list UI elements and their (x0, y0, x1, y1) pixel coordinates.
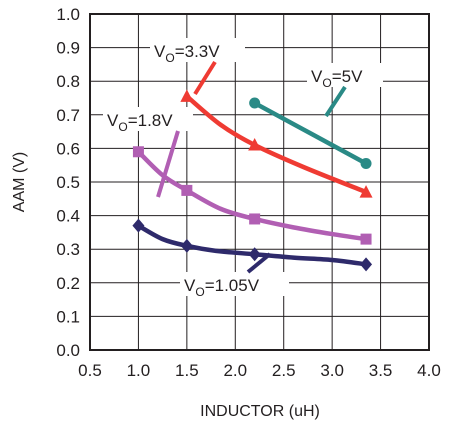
series-group (249, 97, 372, 170)
annotation-leader-line (156, 130, 180, 198)
series-annotation: VO=5V (307, 63, 383, 118)
y-tick-label: 0.3 (56, 240, 80, 259)
annotation-leader-line (246, 252, 272, 274)
diamond-marker (360, 257, 373, 272)
annotation-label: VO=3.3V (154, 42, 220, 65)
diamond-marker (180, 238, 193, 253)
y-tick-label: 0.5 (56, 173, 80, 192)
x-tick-label: 4.0 (417, 361, 441, 380)
y-tick-label: 0.2 (56, 274, 80, 293)
annotation-label: VO=1.05V (184, 276, 260, 299)
y-tick-label: 0.7 (56, 106, 80, 125)
diamond-marker (248, 247, 261, 262)
annotation-background (103, 107, 193, 131)
series-annotations: VO=1.05V VO=1.8V VO=3.3V VO=5V (103, 38, 383, 299)
y-tick-label: 0.1 (56, 307, 80, 326)
triangle-marker (248, 138, 262, 151)
series-annotation: VO=1.05V (180, 252, 289, 299)
square-marker (132, 146, 144, 158)
x-tick-label: 0.5 (78, 361, 102, 380)
y-axis-title: AAM (V) (11, 152, 28, 212)
series-annotation: VO=1.8V (103, 107, 193, 198)
circle-marker (360, 158, 372, 170)
square-marker (360, 233, 372, 245)
square-marker (249, 213, 261, 225)
series-line (252, 100, 369, 166)
x-tick-label: 2.5 (272, 361, 296, 380)
x-tick-label: 1.5 (175, 361, 199, 380)
triangle-marker (359, 185, 373, 198)
y-tick-label: 0.9 (56, 39, 80, 58)
triangle-marker (180, 89, 194, 102)
circle-marker (249, 97, 261, 109)
annotation-leader-line (324, 85, 347, 118)
annotation-leader-line (193, 60, 217, 96)
series-line (184, 94, 369, 195)
y-tick-label: 0.6 (56, 139, 80, 158)
x-tick-label: 3.5 (369, 361, 393, 380)
y-tick-label: 0.4 (56, 207, 80, 226)
y-tick-label: 0.8 (56, 72, 80, 91)
annotation-background (150, 38, 245, 62)
x-axis-title: INDUCTOR (uH) (200, 403, 320, 420)
y-tick-label: 0.0 (56, 341, 80, 360)
square-marker (181, 184, 193, 196)
y-tick-label: 1.0 (56, 5, 80, 24)
annotation-background (180, 272, 289, 296)
annotation-label: VO=1.8V (107, 111, 173, 134)
tick-labels: 0.5 1.0 1.5 2.0 2.5 3.0 3.5 4.0 0.0 0.1 0.2 0.3 0.4 0… (56, 5, 440, 380)
annotation-label: VO=5V (311, 67, 363, 90)
series-group (180, 89, 373, 198)
x-tick-label: 1.0 (127, 361, 151, 380)
series-annotation: VO=3.3V (150, 38, 245, 96)
annotation-background (307, 63, 383, 87)
x-tick-label: 3.0 (320, 361, 344, 380)
series-group (132, 218, 373, 272)
diamond-marker (132, 218, 145, 233)
x-tick-label: 2.0 (223, 361, 247, 380)
series-line (136, 223, 369, 267)
plot-frame (89, 13, 430, 351)
